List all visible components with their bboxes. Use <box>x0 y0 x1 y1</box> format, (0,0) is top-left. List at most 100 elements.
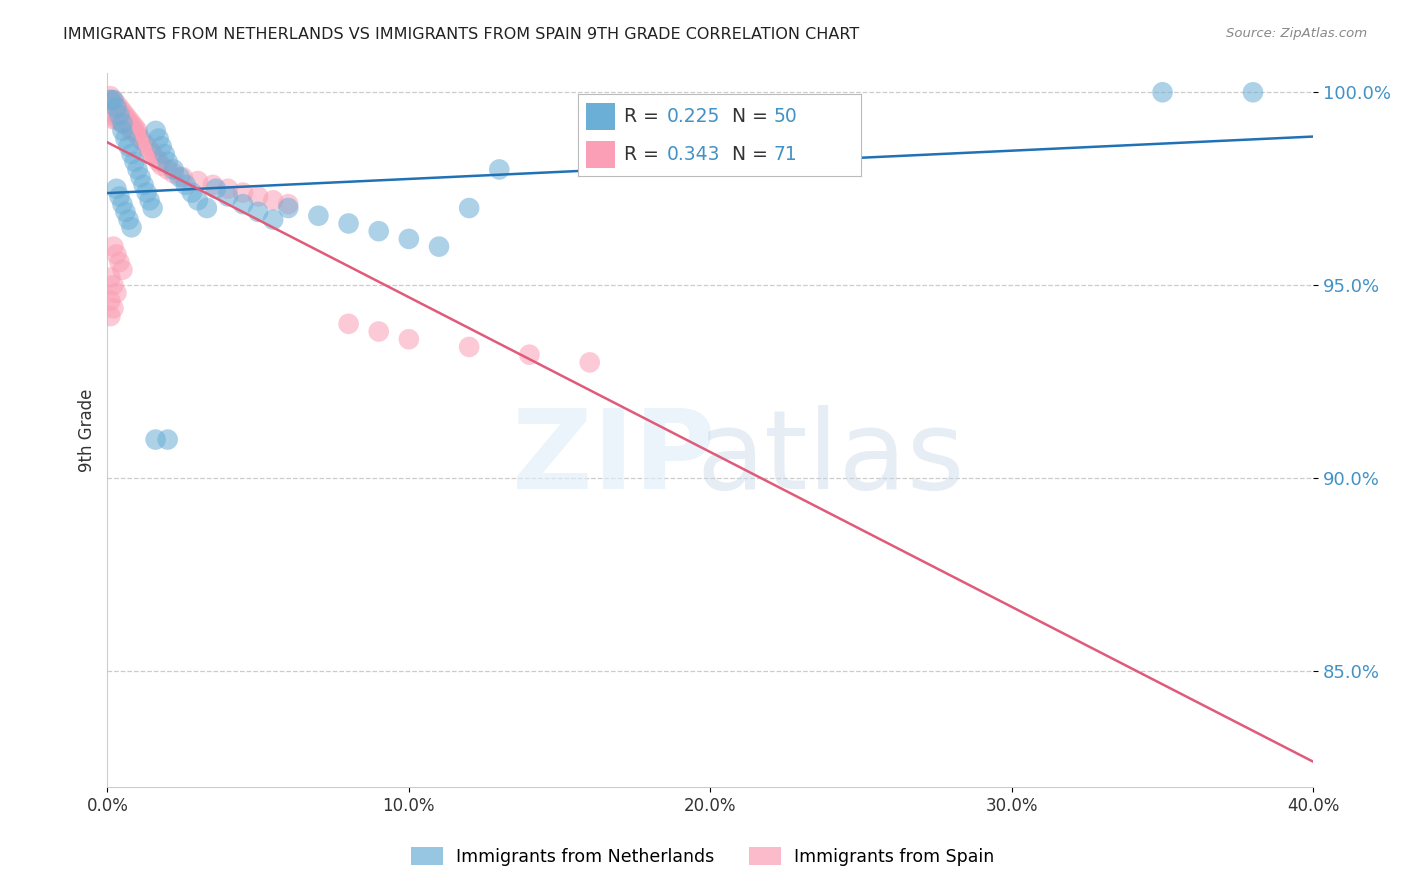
Point <box>103 93 125 107</box>
Legend: Immigrants from Netherlands, Immigrants from Spain: Immigrants from Netherlands, Immigrants … <box>405 840 1001 872</box>
Point <box>114 131 136 145</box>
Point <box>145 433 167 447</box>
Y-axis label: 9th Grade: 9th Grade <box>79 388 96 472</box>
Point <box>169 170 191 185</box>
Point <box>174 178 197 192</box>
Point <box>138 194 160 208</box>
Point <box>367 224 389 238</box>
Point <box>187 194 209 208</box>
Point <box>150 139 173 153</box>
Point <box>150 159 173 173</box>
Point <box>195 201 218 215</box>
Point <box>142 147 165 161</box>
Point <box>138 143 160 157</box>
Point <box>108 108 131 122</box>
Point <box>121 120 143 134</box>
Point <box>111 197 134 211</box>
Point <box>105 96 128 111</box>
Point <box>111 108 134 122</box>
Point <box>145 151 167 165</box>
Point <box>247 189 270 203</box>
Point <box>247 205 270 219</box>
Point <box>201 178 224 192</box>
Point <box>100 293 122 308</box>
Point <box>108 101 131 115</box>
Point <box>100 93 122 107</box>
Point <box>217 189 239 203</box>
Point <box>217 182 239 196</box>
Point <box>458 340 481 354</box>
Point <box>117 139 139 153</box>
Point <box>117 112 139 127</box>
Point <box>205 182 228 196</box>
Point <box>100 309 122 323</box>
Point <box>458 201 481 215</box>
Point <box>187 174 209 188</box>
Point <box>103 101 125 115</box>
Point <box>1241 85 1264 99</box>
Point <box>105 247 128 261</box>
Point <box>103 104 125 119</box>
Point <box>132 178 155 192</box>
Point <box>277 197 299 211</box>
Point <box>262 212 284 227</box>
Point <box>100 104 122 119</box>
Point <box>121 220 143 235</box>
Point <box>129 170 152 185</box>
Point <box>1152 85 1174 99</box>
Point <box>148 154 170 169</box>
Point <box>127 128 149 142</box>
Point <box>105 108 128 122</box>
Point <box>124 120 146 134</box>
Point <box>172 170 194 185</box>
Point <box>108 104 131 119</box>
Point <box>105 112 128 127</box>
Point <box>103 96 125 111</box>
Point <box>114 205 136 219</box>
Point <box>103 239 125 253</box>
Point <box>100 89 122 103</box>
Point <box>148 131 170 145</box>
Point <box>114 112 136 127</box>
Point <box>121 116 143 130</box>
Point <box>262 194 284 208</box>
Point <box>124 124 146 138</box>
Point <box>103 93 125 107</box>
Point <box>100 101 122 115</box>
Point <box>103 108 125 122</box>
Point <box>337 317 360 331</box>
Point <box>100 93 122 107</box>
Point <box>111 116 134 130</box>
Point <box>111 262 134 277</box>
Point <box>105 101 128 115</box>
Point <box>108 255 131 269</box>
Point <box>398 232 420 246</box>
Point <box>111 116 134 130</box>
Text: ZIP: ZIP <box>512 405 716 512</box>
Point <box>277 201 299 215</box>
Point <box>111 124 134 138</box>
Text: Source: ZipAtlas.com: Source: ZipAtlas.com <box>1226 27 1367 40</box>
Point <box>156 433 179 447</box>
Point <box>132 136 155 150</box>
Point <box>100 96 122 111</box>
Point <box>111 112 134 127</box>
Point <box>121 147 143 161</box>
Point <box>121 124 143 138</box>
Point <box>578 355 600 369</box>
Point <box>108 112 131 127</box>
Point <box>519 348 541 362</box>
Point <box>124 154 146 169</box>
Point <box>163 162 186 177</box>
Point <box>114 108 136 122</box>
Point <box>129 131 152 145</box>
Point <box>103 112 125 127</box>
Text: atlas: atlas <box>696 405 965 512</box>
Point <box>100 270 122 285</box>
Point <box>232 197 254 211</box>
Point <box>108 189 131 203</box>
Point <box>117 120 139 134</box>
Point <box>427 239 450 253</box>
Point <box>117 212 139 227</box>
Point <box>156 154 179 169</box>
